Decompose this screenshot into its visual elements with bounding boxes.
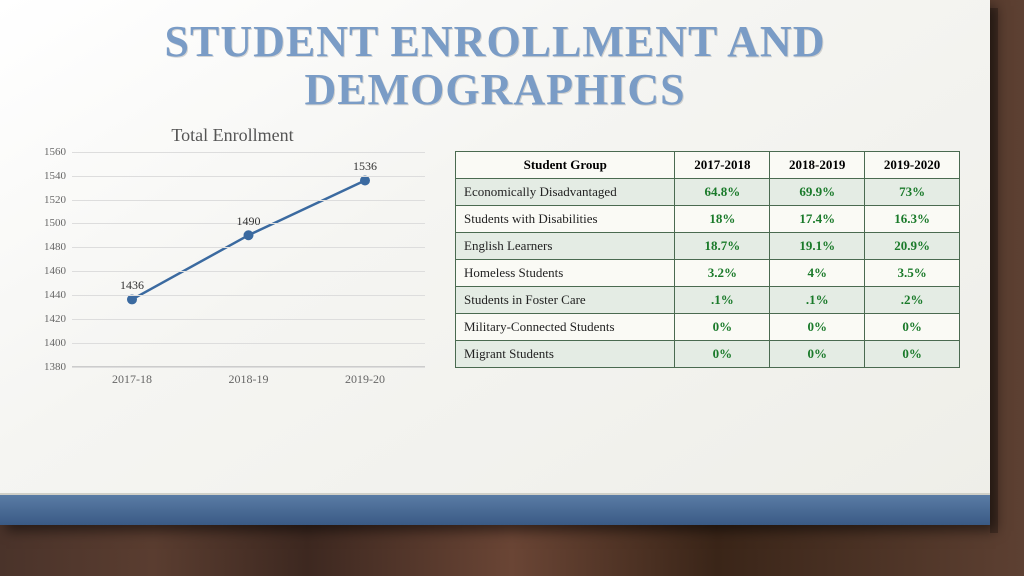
grid-line <box>72 271 425 272</box>
x-tick-label: 2019-20 <box>345 372 385 387</box>
chart-plot: 1380140014201440146014801500152015401560… <box>72 152 425 367</box>
group-name-cell: Economically Disadvantaged <box>456 178 675 205</box>
value-cell: 0% <box>770 313 865 340</box>
grid-line <box>72 295 425 296</box>
y-tick-label: 1560 <box>44 146 66 158</box>
table-body: Economically Disadvantaged64.8%69.9%73%S… <box>456 178 960 367</box>
data-point-label: 1536 <box>353 159 377 174</box>
footer-bar <box>0 493 990 525</box>
table-column-header: 2019-2020 <box>865 151 960 178</box>
demographics-table-wrap: Student Group2017-20182018-20192019-2020… <box>455 125 960 392</box>
slide-title: STUDENT ENROLLMENT AND DEMOGRAPHICS <box>0 0 990 125</box>
chart-title: Total Enrollment <box>30 125 435 146</box>
data-point-label: 1490 <box>237 214 261 229</box>
grid-line <box>72 200 425 201</box>
group-name-cell: Students in Foster Care <box>456 286 675 313</box>
value-cell: 69.9% <box>770 178 865 205</box>
value-cell: 0% <box>675 313 770 340</box>
grid-line <box>72 319 425 320</box>
value-cell: .1% <box>675 286 770 313</box>
value-cell: 18.7% <box>675 232 770 259</box>
group-name-cell: Military-Connected Students <box>456 313 675 340</box>
grid-line <box>72 343 425 344</box>
table-row: Students in Foster Care.1%.1%.2% <box>456 286 960 313</box>
grid-line <box>72 152 425 153</box>
table-row: Homeless Students3.2%4%3.5% <box>456 259 960 286</box>
table-column-header: Student Group <box>456 151 675 178</box>
table-header-row: Student Group2017-20182018-20192019-2020 <box>456 151 960 178</box>
table-column-header: 2018-2019 <box>770 151 865 178</box>
y-tick-label: 1420 <box>44 313 66 325</box>
value-cell: 3.5% <box>865 259 960 286</box>
group-name-cell: Homeless Students <box>456 259 675 286</box>
group-name-cell: English Learners <box>456 232 675 259</box>
value-cell: 0% <box>675 340 770 367</box>
table-row: Economically Disadvantaged64.8%69.9%73% <box>456 178 960 205</box>
value-cell: 20.9% <box>865 232 960 259</box>
chart-line <box>72 152 425 366</box>
value-cell: 73% <box>865 178 960 205</box>
table-row: Military-Connected Students0%0%0% <box>456 313 960 340</box>
table-row: Students with Disabilities18%17.4%16.3% <box>456 205 960 232</box>
y-tick-label: 1400 <box>44 337 66 349</box>
table-row: English Learners18.7%19.1%20.9% <box>456 232 960 259</box>
grid-line <box>72 176 425 177</box>
x-tick-label: 2018-19 <box>229 372 269 387</box>
value-cell: .2% <box>865 286 960 313</box>
y-tick-label: 1440 <box>44 289 66 301</box>
y-tick-label: 1380 <box>44 361 66 373</box>
table-column-header: 2017-2018 <box>675 151 770 178</box>
grid-line <box>72 367 425 368</box>
value-cell: 16.3% <box>865 205 960 232</box>
table-row: Migrant Students0%0%0% <box>456 340 960 367</box>
value-cell: 0% <box>770 340 865 367</box>
value-cell: 0% <box>865 340 960 367</box>
value-cell: .1% <box>770 286 865 313</box>
enrollment-chart: Total Enrollment 13801400142014401460148… <box>30 125 435 392</box>
data-point-label: 1436 <box>120 278 144 293</box>
group-name-cell: Migrant Students <box>456 340 675 367</box>
value-cell: 19.1% <box>770 232 865 259</box>
value-cell: 0% <box>865 313 960 340</box>
y-tick-label: 1500 <box>44 217 66 229</box>
group-name-cell: Students with Disabilities <box>456 205 675 232</box>
slide-panel: STUDENT ENROLLMENT AND DEMOGRAPHICS Tota… <box>0 0 990 525</box>
grid-line <box>72 247 425 248</box>
y-tick-label: 1520 <box>44 194 66 206</box>
x-tick-label: 2017-18 <box>112 372 152 387</box>
value-cell: 64.8% <box>675 178 770 205</box>
value-cell: 4% <box>770 259 865 286</box>
content-row: Total Enrollment 13801400142014401460148… <box>0 125 990 392</box>
demographics-table: Student Group2017-20182018-20192019-2020… <box>455 151 960 368</box>
y-tick-label: 1540 <box>44 170 66 182</box>
y-tick-label: 1460 <box>44 265 66 277</box>
chart-canvas: 1380140014201440146014801500152015401560… <box>30 152 435 392</box>
value-cell: 3.2% <box>675 259 770 286</box>
value-cell: 17.4% <box>770 205 865 232</box>
y-tick-label: 1480 <box>44 241 66 253</box>
value-cell: 18% <box>675 205 770 232</box>
